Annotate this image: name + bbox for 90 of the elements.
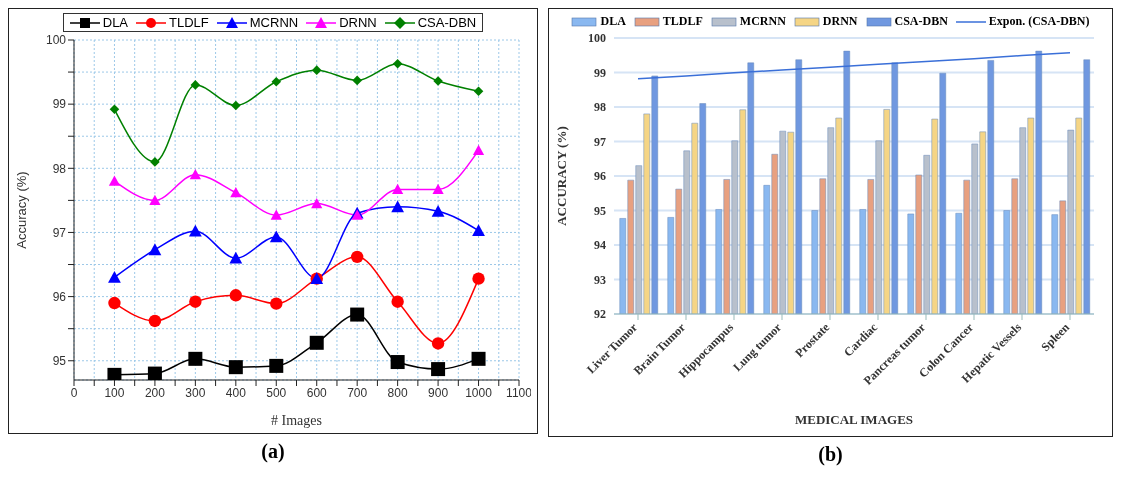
point	[108, 296, 121, 310]
point	[392, 183, 404, 195]
x-tick-label: 800	[387, 385, 408, 400]
x-tick-label: 100	[104, 385, 125, 400]
legend-label: DLA	[101, 15, 129, 30]
point	[228, 360, 243, 375]
legend-label: MCRNN	[738, 14, 786, 29]
y-tick-label: 100	[588, 31, 606, 46]
point	[230, 187, 242, 198]
legend-label: MCRNN	[248, 15, 299, 30]
point	[432, 183, 444, 195]
point	[391, 200, 405, 213]
point	[471, 351, 486, 366]
legend-label: CSA-DBN	[893, 14, 948, 29]
legend-label: CSA-DBN	[416, 15, 477, 30]
point	[431, 337, 445, 350]
point	[390, 355, 405, 370]
y-tick-label: 100	[45, 33, 67, 48]
point	[269, 358, 284, 373]
point	[269, 230, 283, 243]
point	[270, 209, 282, 220]
point	[150, 157, 160, 167]
point	[392, 58, 403, 69]
point	[271, 76, 282, 87]
legend-label: TLDLF	[661, 14, 703, 29]
point	[472, 144, 485, 155]
point	[108, 175, 121, 186]
point	[109, 104, 120, 115]
legend-label: TLDLF	[168, 15, 209, 30]
x-tick-label: 200	[144, 385, 166, 400]
point	[148, 314, 162, 328]
y-axis-title: Accuracy (%)	[13, 171, 29, 249]
y-tick-label: 96	[52, 289, 67, 304]
y-tick-label: 93	[594, 272, 606, 287]
point	[107, 367, 122, 380]
x-tick-label: 700	[347, 385, 368, 400]
y-tick-label: 95	[594, 203, 606, 218]
y-tick-label: 94	[594, 238, 606, 253]
point	[311, 65, 322, 75]
legend-label: DRNN	[821, 14, 858, 29]
x-tick-label: 400	[225, 385, 247, 400]
y-tick-label: 97	[52, 225, 67, 240]
point	[188, 224, 202, 237]
y-tick-label: 97	[594, 134, 606, 149]
x-tick-label: 600	[306, 385, 328, 400]
point	[189, 295, 202, 308]
point	[231, 100, 241, 111]
point	[431, 204, 445, 217]
point	[472, 224, 485, 236]
x-tick-label: 0	[70, 385, 78, 400]
x-tick-label: 1100	[506, 385, 533, 400]
y-tick-label: 95	[52, 354, 67, 369]
x-tick-label: 500	[266, 385, 287, 400]
y-tick-label: 96	[594, 169, 606, 184]
point	[229, 289, 243, 302]
point	[350, 250, 364, 264]
y-axis-title: ACCURACY (%)	[553, 126, 569, 226]
point	[309, 335, 324, 350]
point	[190, 80, 201, 90]
point	[311, 197, 323, 209]
legend-label: DRNN	[338, 15, 377, 30]
point	[108, 270, 121, 283]
point	[147, 366, 162, 380]
x-axis-title: # Images	[271, 413, 322, 428]
legend-label: Expon. (CSA-DBN)	[987, 14, 1090, 29]
y-tick-label: 98	[52, 161, 67, 176]
point	[149, 194, 161, 205]
text: (b)	[817, 443, 844, 466]
point	[188, 351, 203, 366]
point	[189, 169, 201, 180]
point	[350, 307, 365, 322]
point	[229, 251, 243, 264]
point	[473, 86, 484, 97]
text: (a)	[260, 440, 286, 463]
y-tick-label: 99	[594, 65, 606, 80]
point	[472, 272, 485, 285]
x-tick-label: 300	[185, 385, 206, 400]
point	[391, 295, 404, 308]
point	[431, 362, 446, 377]
point	[270, 297, 283, 310]
y-tick-label: 99	[52, 97, 67, 112]
x-axis-title: MEDICAL IMAGES	[794, 412, 914, 427]
y-tick-label: 92	[594, 307, 606, 322]
y-tick-label: 98	[594, 100, 606, 115]
x-tick-label: 1000	[465, 385, 493, 400]
point	[148, 243, 162, 256]
x-tick-label: 900	[428, 385, 449, 400]
line-series	[637, 52, 1071, 80]
point	[352, 75, 362, 86]
legend-label: DLA	[599, 14, 626, 29]
